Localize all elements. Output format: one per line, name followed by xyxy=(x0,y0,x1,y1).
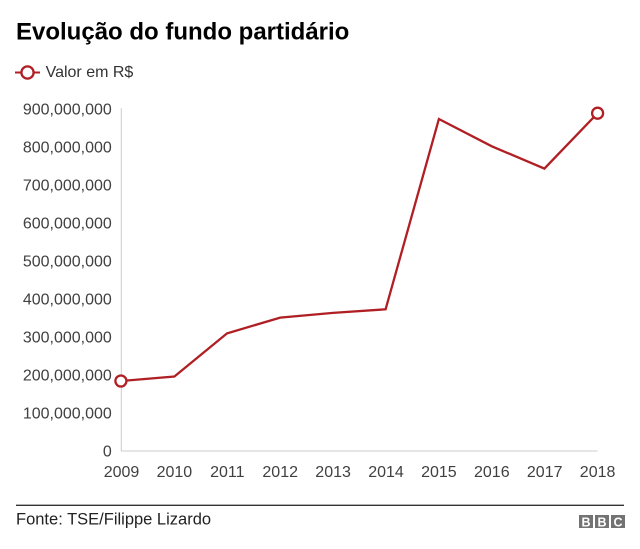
svg-text:900,000,000: 900,000,000 xyxy=(23,102,112,119)
svg-text:400,000,000: 400,000,000 xyxy=(23,292,112,309)
svg-text:200,000,000: 200,000,000 xyxy=(23,368,112,385)
svg-text:2013: 2013 xyxy=(315,464,351,481)
svg-text:2015: 2015 xyxy=(421,464,457,481)
svg-text:800,000,000: 800,000,000 xyxy=(23,140,112,157)
svg-text:B: B xyxy=(597,516,606,530)
svg-text:2012: 2012 xyxy=(262,464,298,481)
svg-text:B: B xyxy=(581,516,590,530)
svg-text:2014: 2014 xyxy=(368,464,404,481)
svg-text:2017: 2017 xyxy=(527,464,563,481)
svg-text:2010: 2010 xyxy=(157,464,193,481)
svg-text:2018: 2018 xyxy=(580,464,616,481)
svg-text:2016: 2016 xyxy=(474,464,510,481)
svg-text:700,000,000: 700,000,000 xyxy=(23,178,112,195)
svg-text:2011: 2011 xyxy=(210,464,245,481)
svg-text:Fonte: TSE/Filippe Lizardo: Fonte: TSE/Filippe Lizardo xyxy=(16,511,211,529)
svg-text:100,000,000: 100,000,000 xyxy=(23,406,112,423)
svg-text:Evolução do fundo partidário: Evolução do fundo partidário xyxy=(16,19,349,46)
svg-text:0: 0 xyxy=(103,444,112,461)
svg-text:500,000,000: 500,000,000 xyxy=(23,254,112,271)
svg-text:300,000,000: 300,000,000 xyxy=(23,330,112,347)
svg-text:2009: 2009 xyxy=(104,464,140,481)
svg-text:Valor em R$: Valor em R$ xyxy=(46,64,134,81)
svg-text:600,000,000: 600,000,000 xyxy=(23,216,112,233)
svg-text:C: C xyxy=(613,516,622,530)
